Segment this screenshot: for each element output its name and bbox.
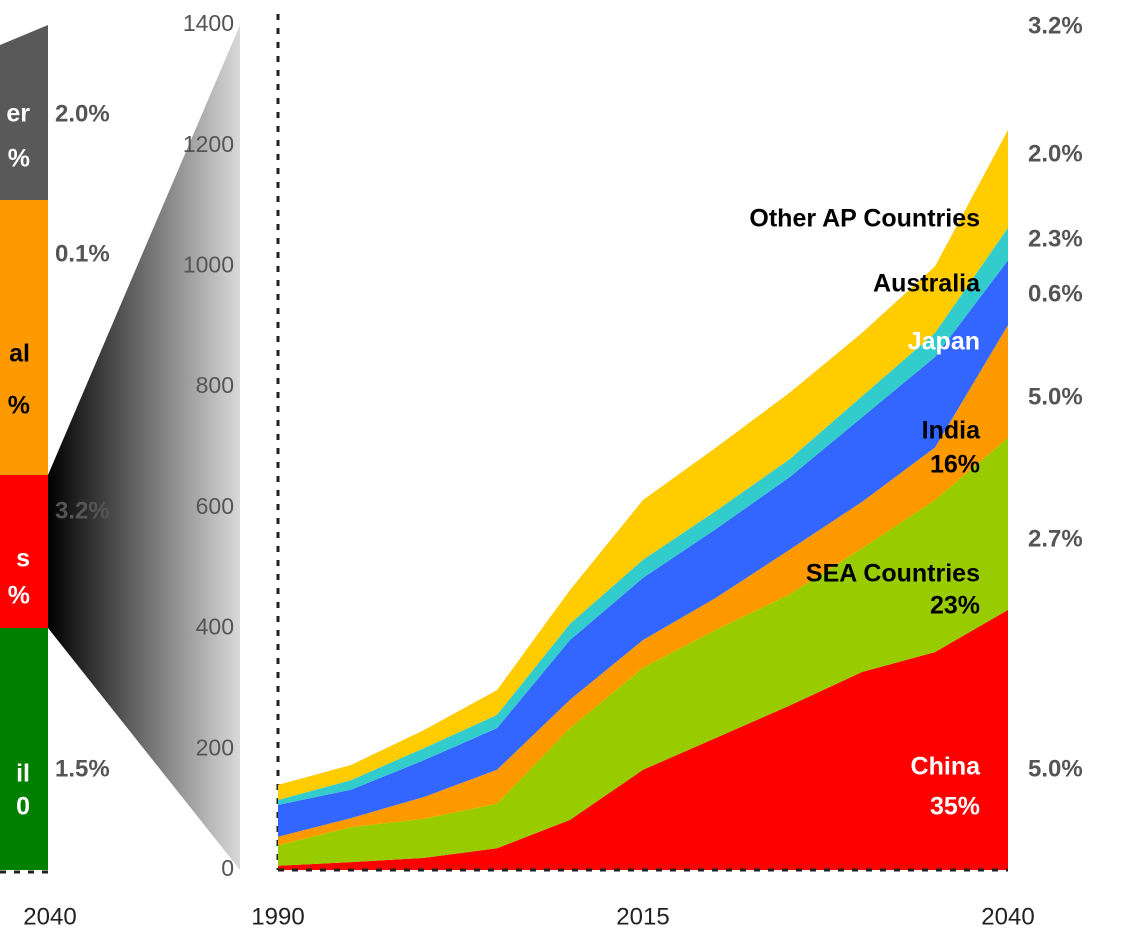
left-bar-label: % — [8, 392, 30, 420]
left-growth-rate: 1.5% — [55, 755, 110, 782]
left-bar-segment — [0, 25, 48, 200]
left-bar-segment — [0, 200, 48, 475]
left-bar-label: % — [8, 145, 30, 173]
growth-rate: 5.0% — [1028, 383, 1083, 410]
y-tick-label: 200 — [196, 734, 234, 760]
series-label: SEA Countries — [806, 560, 980, 588]
series-label: Australia — [873, 270, 981, 298]
left-growth-rate: 2.0% — [55, 100, 110, 127]
y-tick-label: 1000 — [183, 252, 234, 278]
series-label: 16% — [930, 451, 980, 479]
y-tick-label: 0 — [221, 855, 234, 881]
growth-rate: 2.0% — [1028, 140, 1083, 167]
growth-rate: 5.0% — [1028, 755, 1083, 782]
left-bar-segment — [0, 475, 48, 628]
growth-rate: 2.7% — [1028, 525, 1083, 552]
left-bar-label: 0 — [16, 793, 30, 821]
growth-rate: 0.6% — [1028, 280, 1083, 307]
left-bar-segment — [0, 628, 48, 870]
left-bar-label: il — [16, 760, 30, 788]
x-tick-label: 2040 — [981, 903, 1034, 930]
x-tick-label: 2015 — [616, 903, 669, 930]
left-x-label: 2040 — [23, 903, 76, 930]
series-label: India — [922, 417, 981, 445]
y-tick-label: 800 — [196, 372, 234, 398]
x-tick-label: 1990 — [251, 903, 304, 930]
series-label: Japan — [908, 328, 980, 356]
zoom-fan — [48, 25, 240, 870]
left-bar-label: % — [8, 582, 30, 610]
y-tick-label: 1400 — [183, 10, 234, 36]
y-tick-label: 400 — [196, 614, 234, 640]
y-tick-label: 1200 — [183, 131, 234, 157]
growth-rate: 2.3% — [1028, 225, 1083, 252]
series-label: 23% — [930, 592, 980, 620]
left-growth-rate: 0.1% — [55, 240, 110, 267]
left-bar-label: s — [16, 545, 30, 573]
area — [278, 609, 1008, 870]
series-label: 35% — [930, 793, 980, 821]
total-growth: 3.2% — [1028, 12, 1083, 39]
series-label: China — [911, 753, 982, 781]
area — [278, 437, 1008, 866]
left-growth-rate: 3.2% — [55, 497, 110, 524]
series-label: Other AP Countries — [749, 205, 980, 233]
left-bar-label: al — [9, 340, 30, 368]
y-tick-label: 600 — [196, 493, 234, 519]
left-bar-label: er — [6, 100, 30, 128]
